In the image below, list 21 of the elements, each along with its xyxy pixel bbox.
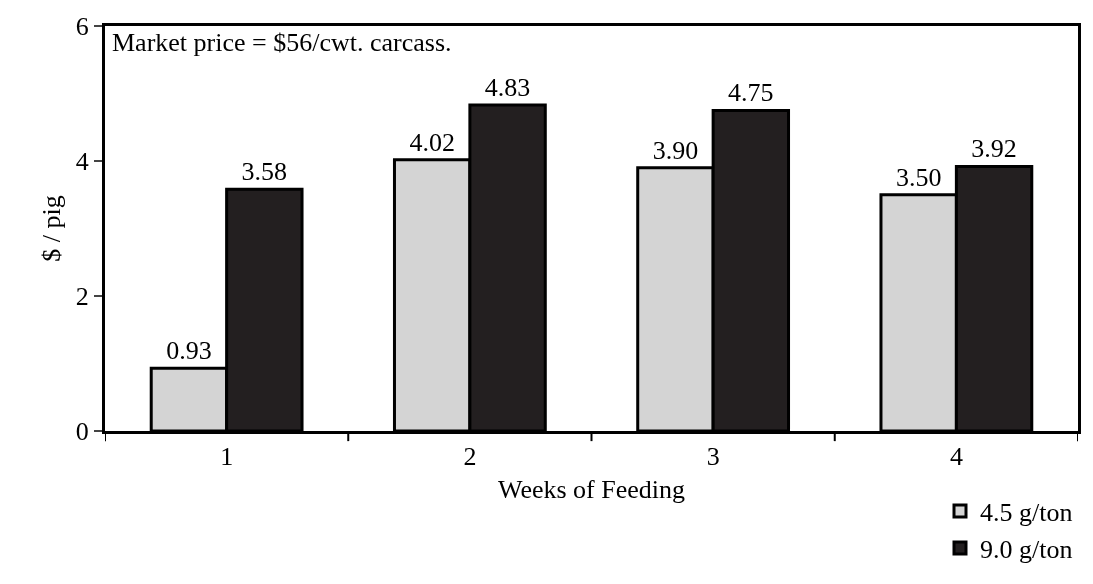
- x-tick-label: 1: [220, 442, 234, 472]
- data-label: 3.50: [895, 162, 942, 192]
- y-tick-label: 4: [75, 147, 89, 177]
- annotation: Market price = $56/cwt. carcass.: [112, 28, 452, 57]
- data-label: 0.93: [166, 336, 212, 366]
- legend-label: 9.0 g/ton: [980, 535, 1073, 565]
- data-label: 3.90: [652, 135, 699, 165]
- data-label: 4.83: [484, 72, 531, 102]
- y-tick-label: 6: [75, 12, 89, 42]
- legend-label: 4.5 g/ton: [980, 498, 1073, 528]
- data-label: 4.02: [409, 127, 455, 157]
- x-tick-label: 2: [463, 442, 477, 472]
- y-tick-label: 0: [75, 417, 89, 447]
- data-label: 3.92: [971, 134, 1017, 164]
- x-tick-label: 4: [949, 442, 963, 472]
- x-axis-title: Weeks of Feeding: [497, 474, 686, 504]
- data-label: 3.58: [241, 157, 288, 187]
- x-tick-label: 3: [706, 442, 720, 472]
- y-axis-title: $ / pig: [37, 195, 67, 262]
- y-tick-label: 2: [75, 282, 89, 312]
- data-label: 4.75: [728, 78, 774, 108]
